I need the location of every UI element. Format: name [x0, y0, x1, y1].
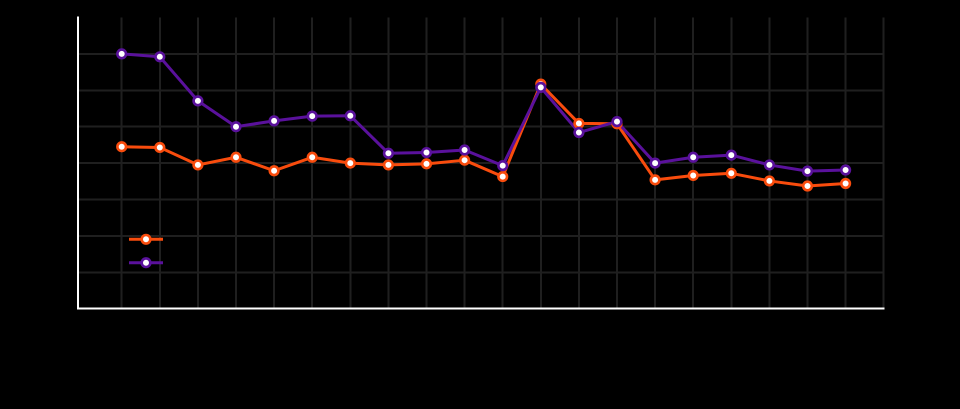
series-1-orange-data-point-marker: [687, 169, 699, 182]
series-1-orange-data-point-marker: [306, 151, 318, 163]
series-2-purple-data-point-marker: [459, 144, 471, 156]
series-1-orange-data-point-marker: [230, 151, 242, 163]
series-1-orange-data-point-marker: [839, 177, 852, 190]
series-1-orange-data-point-marker: [573, 117, 585, 130]
series-2-purple-markers: [116, 48, 852, 177]
series-2-purple-line: [120, 52, 848, 173]
series-2-purple-data-point-marker: [801, 165, 814, 177]
series-1-orange-data-point-marker: [801, 180, 814, 192]
series-2-purple-data-point-marker: [497, 160, 509, 172]
series-1-orange-data-point-marker: [382, 159, 395, 171]
series-1-orange-data-point-marker: [497, 170, 509, 183]
series-1-orange-data-point-marker: [459, 154, 471, 166]
series-2-purple-data-point-marker: [116, 48, 128, 60]
series-1-orange-data-point-marker: [192, 159, 204, 171]
series-2-purple-data-point-marker: [154, 51, 166, 63]
legend-marker-sample: [140, 233, 152, 245]
series-2-purple-data-point-marker: [268, 115, 280, 127]
series-1-orange-data-point-marker: [420, 158, 433, 170]
series-1-orange-data-point-marker: [649, 174, 661, 186]
series-2-purple-data-point-marker: [687, 151, 699, 163]
series-1-orange-data-point-marker: [763, 175, 776, 187]
legend-entry: [129, 257, 163, 269]
series-1-orange-data-point-marker: [725, 167, 737, 179]
series-2-purple-data-point-marker: [611, 116, 623, 128]
series-2-purple-data-point-marker: [230, 121, 242, 133]
series-2-purple-data-point-marker: [725, 149, 737, 161]
series-1-orange-data-point-marker: [154, 141, 166, 154]
series-1-orange-data-point-marker: [268, 165, 280, 177]
series-2-purple-data-point-marker: [306, 110, 318, 122]
series-1-orange-line: [120, 82, 848, 188]
series-1-orange-markers: [116, 78, 852, 192]
legend-marker-sample: [140, 257, 152, 269]
series-2-purple-data-point-marker: [192, 95, 204, 107]
series-2-purple-data-point-marker: [839, 164, 852, 176]
series-2-purple-data-point-marker: [382, 147, 395, 159]
series-2-purple-data-point-marker: [420, 146, 433, 159]
series-2-purple-data-point-marker: [649, 157, 661, 169]
series-2-purple-data-point-marker: [344, 110, 356, 122]
series-1-orange-data-point-marker: [344, 157, 356, 169]
legend: [129, 233, 163, 269]
legend-entry: [129, 233, 163, 245]
series-2-purple-data-point-marker: [535, 81, 547, 93]
series-2-purple-data-point-marker: [763, 159, 776, 171]
series-1-orange-data-point-marker: [116, 141, 128, 153]
series-2-purple-data-point-marker: [573, 126, 585, 139]
